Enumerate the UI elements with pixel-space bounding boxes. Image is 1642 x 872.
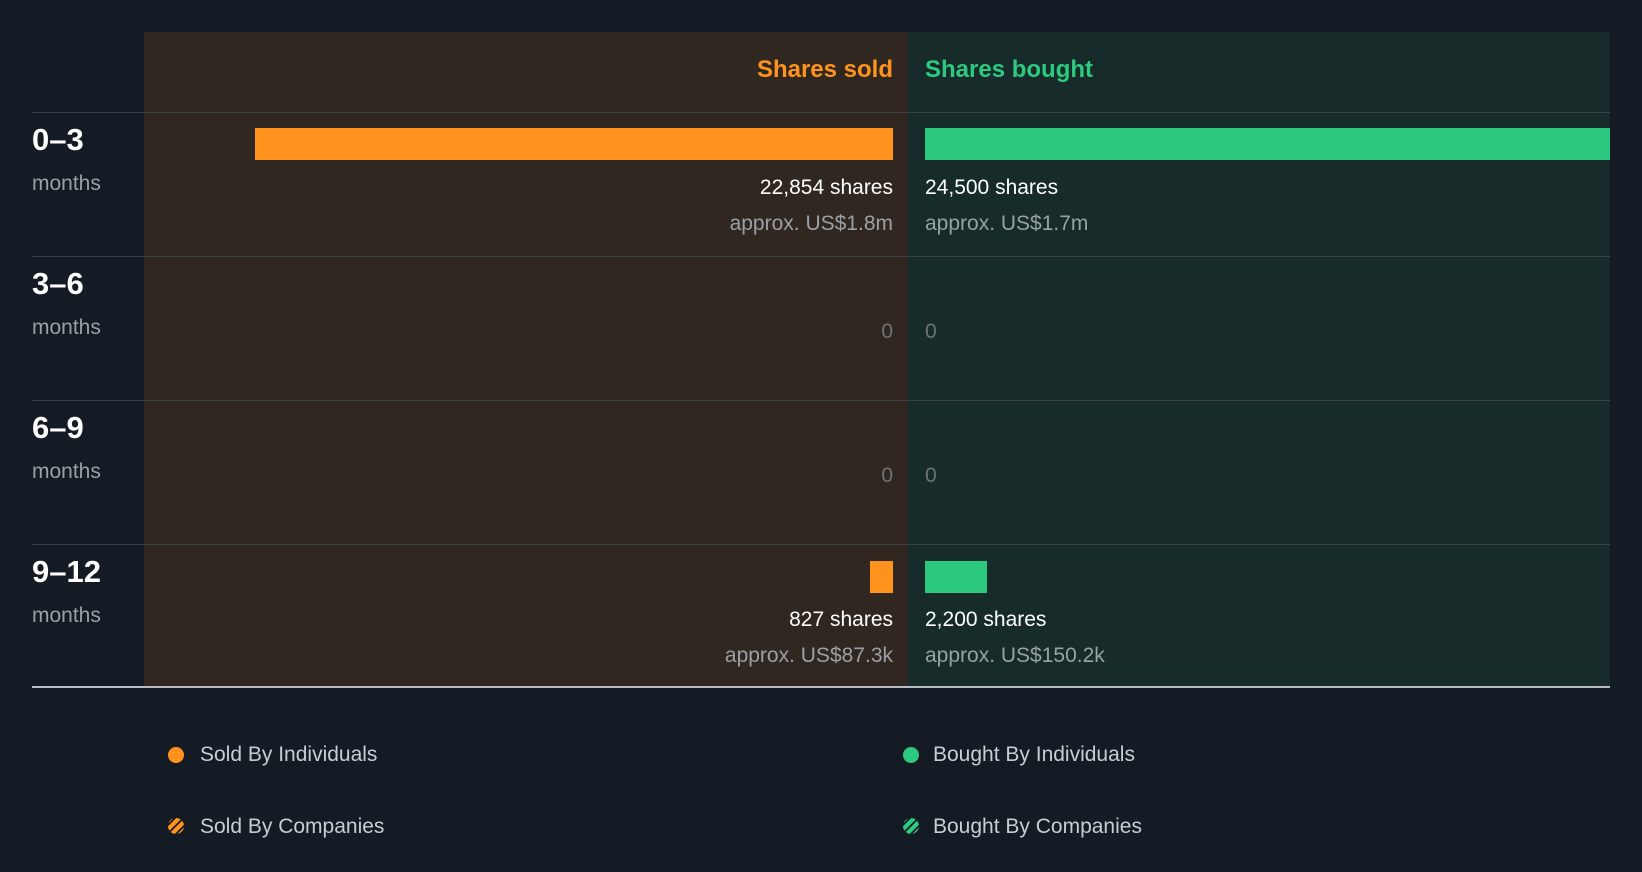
bought-bar[interactable] bbox=[925, 128, 1610, 160]
legend-bought-companies[interactable]: Bought By Companies bbox=[933, 815, 1142, 838]
row-unit-label: months bbox=[32, 172, 101, 195]
shares-sold-header: Shares sold bbox=[756, 56, 893, 83]
shares-bought-header: Shares bought bbox=[925, 56, 1094, 83]
bought-zero-label: 0 bbox=[925, 320, 937, 343]
bought-approx-value: approx. US$1.7m bbox=[925, 212, 1089, 235]
row-divider bbox=[32, 112, 1610, 113]
sold-bar[interactable] bbox=[869, 561, 893, 593]
row-range-label: 3–6 bbox=[32, 266, 84, 301]
bought-shares-label: 24,500 shares bbox=[925, 176, 1059, 199]
bought-companies-striped-icon bbox=[903, 818, 919, 834]
baseline bbox=[32, 686, 1610, 688]
row-range-label: 9–12 bbox=[32, 554, 101, 589]
row-divider bbox=[32, 544, 1610, 545]
bought-bar[interactable] bbox=[925, 561, 987, 593]
row-range-label: 0–3 bbox=[32, 122, 84, 157]
bought-shares-label: 2,200 shares bbox=[925, 608, 1047, 631]
bought-zero-label: 0 bbox=[925, 464, 937, 487]
sold-approx-value: approx. US$87.3k bbox=[724, 644, 893, 667]
sold-zero-label: 0 bbox=[881, 464, 893, 487]
sold-shares-label: 827 shares bbox=[789, 608, 893, 631]
sold-individuals-dot-icon bbox=[168, 747, 184, 763]
row-unit-label: months bbox=[32, 460, 101, 483]
row-range-label: 6–9 bbox=[32, 410, 84, 445]
sold-approx-value: approx. US$1.8m bbox=[729, 212, 893, 235]
row-divider bbox=[32, 400, 1610, 401]
row-unit-label: months bbox=[32, 604, 101, 627]
bought-individuals-dot-icon bbox=[903, 747, 919, 763]
row-divider bbox=[32, 256, 1610, 257]
sold-companies-striped-icon bbox=[168, 818, 184, 834]
sold-bar[interactable] bbox=[254, 128, 893, 160]
row-unit-label: months bbox=[32, 316, 101, 339]
legend-bought-individuals[interactable]: Bought By Individuals bbox=[933, 743, 1135, 766]
sold-shares-label: 22,854 shares bbox=[759, 176, 893, 199]
sold-zero-label: 0 bbox=[881, 320, 893, 343]
legend-sold-companies[interactable]: Sold By Companies bbox=[200, 815, 385, 838]
bought-approx-value: approx. US$150.2k bbox=[925, 644, 1105, 667]
legend-sold-individuals[interactable]: Sold By Individuals bbox=[200, 743, 378, 766]
